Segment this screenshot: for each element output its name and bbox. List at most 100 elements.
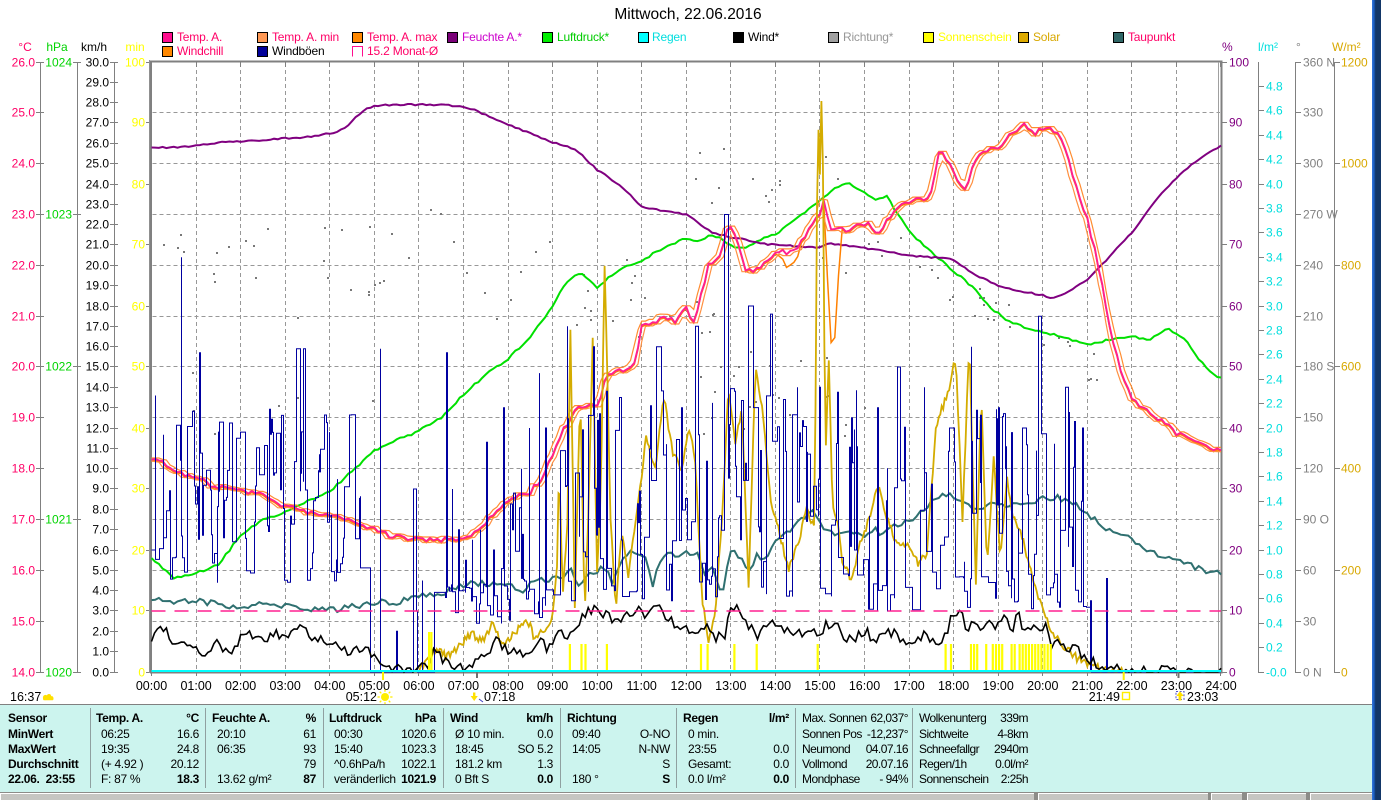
svg-text:270 W: 270 W bbox=[1303, 208, 1338, 222]
svg-text:60: 60 bbox=[132, 300, 146, 314]
svg-text:600: 600 bbox=[1341, 360, 1361, 374]
svg-text:24:00: 24:00 bbox=[1205, 679, 1236, 693]
svg-text:26.0: 26.0 bbox=[12, 56, 36, 70]
svg-text:0.8: 0.8 bbox=[1266, 568, 1283, 582]
svg-text:11:00: 11:00 bbox=[627, 679, 657, 693]
svg-text:25.0: 25.0 bbox=[86, 157, 110, 171]
svg-text:3.0: 3.0 bbox=[1266, 300, 1283, 314]
svg-text:1200: 1200 bbox=[1341, 56, 1368, 70]
svg-text:10: 10 bbox=[1229, 604, 1243, 618]
svg-text:3.2: 3.2 bbox=[1266, 275, 1283, 289]
svg-text:30: 30 bbox=[1303, 615, 1317, 629]
svg-text:0: 0 bbox=[1229, 666, 1236, 680]
svg-text:28.0: 28.0 bbox=[86, 96, 110, 110]
svg-text:90 O: 90 O bbox=[1303, 513, 1329, 527]
svg-text:0 N: 0 N bbox=[1303, 666, 1322, 680]
svg-text:16.0: 16.0 bbox=[86, 340, 110, 354]
svg-text:210: 210 bbox=[1303, 310, 1323, 324]
svg-text:14.0: 14.0 bbox=[86, 381, 110, 395]
svg-text:17:00: 17:00 bbox=[893, 679, 924, 693]
svg-text:15:00: 15:00 bbox=[804, 679, 835, 693]
svg-text:330: 330 bbox=[1303, 106, 1323, 120]
svg-text:22:00: 22:00 bbox=[1116, 679, 1147, 693]
svg-text:23.0: 23.0 bbox=[12, 208, 36, 222]
svg-text:1022: 1022 bbox=[45, 360, 72, 374]
svg-text:4.8: 4.8 bbox=[1266, 80, 1283, 94]
svg-text:0: 0 bbox=[138, 666, 145, 680]
svg-text:hPa: hPa bbox=[46, 40, 68, 54]
svg-text:3.0: 3.0 bbox=[92, 604, 109, 618]
svg-text:1.4: 1.4 bbox=[1266, 495, 1283, 509]
svg-text:9.0: 9.0 bbox=[92, 482, 109, 496]
svg-text:60: 60 bbox=[1303, 564, 1317, 578]
svg-text:4.4: 4.4 bbox=[1266, 129, 1283, 143]
svg-text:05:12: 05:12 bbox=[346, 690, 377, 704]
svg-text:1.8: 1.8 bbox=[1266, 446, 1283, 460]
svg-text:1.6: 1.6 bbox=[1266, 470, 1283, 484]
svg-text:0.0: 0.0 bbox=[92, 666, 109, 680]
svg-text:20: 20 bbox=[1229, 544, 1243, 558]
svg-text:07:00: 07:00 bbox=[448, 679, 479, 693]
svg-text:%: % bbox=[1222, 40, 1233, 54]
svg-text:90: 90 bbox=[132, 116, 146, 130]
svg-text:5.0: 5.0 bbox=[92, 564, 109, 578]
svg-text:25.0: 25.0 bbox=[12, 106, 36, 120]
svg-text:19:00: 19:00 bbox=[983, 679, 1014, 693]
svg-text:60: 60 bbox=[1229, 300, 1243, 314]
svg-text:24.0: 24.0 bbox=[12, 157, 36, 171]
svg-text:400: 400 bbox=[1341, 462, 1361, 476]
svg-text:21.0: 21.0 bbox=[86, 238, 110, 252]
svg-text:20.0: 20.0 bbox=[86, 259, 110, 273]
svg-text:6.0: 6.0 bbox=[92, 544, 109, 558]
svg-text:14.0: 14.0 bbox=[12, 666, 36, 680]
svg-text:16.0: 16.0 bbox=[12, 564, 36, 578]
svg-text:4.2: 4.2 bbox=[1266, 153, 1283, 167]
svg-text:24.0: 24.0 bbox=[86, 178, 110, 192]
svg-text:3.6: 3.6 bbox=[1266, 226, 1283, 240]
svg-text:22.0: 22.0 bbox=[86, 218, 110, 232]
svg-text:20: 20 bbox=[132, 544, 146, 558]
svg-text:3.4: 3.4 bbox=[1266, 251, 1283, 265]
svg-text:21.0: 21.0 bbox=[12, 310, 36, 324]
svg-text:l/m²: l/m² bbox=[1258, 40, 1278, 54]
svg-text:360 N: 360 N bbox=[1303, 56, 1335, 70]
svg-text:0: 0 bbox=[1341, 666, 1348, 680]
svg-text:1.2: 1.2 bbox=[1266, 519, 1283, 533]
svg-text:1.0: 1.0 bbox=[92, 645, 109, 659]
svg-text:01:00: 01:00 bbox=[180, 679, 211, 693]
svg-text:4.0: 4.0 bbox=[92, 584, 109, 598]
svg-text:°: ° bbox=[1296, 40, 1301, 54]
svg-text:180 S: 180 S bbox=[1303, 360, 1334, 374]
svg-text:30.0: 30.0 bbox=[86, 56, 110, 70]
svg-text:15.0: 15.0 bbox=[12, 615, 36, 629]
svg-text:30: 30 bbox=[1229, 482, 1243, 496]
svg-text:14:00: 14:00 bbox=[760, 679, 791, 693]
svg-text:23.0: 23.0 bbox=[86, 198, 110, 212]
svg-text:13:00: 13:00 bbox=[715, 679, 746, 693]
svg-text:120: 120 bbox=[1303, 462, 1323, 476]
svg-text:90: 90 bbox=[1229, 116, 1243, 130]
svg-text:07:18: 07:18 bbox=[484, 690, 515, 704]
svg-text:80: 80 bbox=[132, 178, 146, 192]
svg-text:0.4: 0.4 bbox=[1266, 617, 1283, 631]
svg-text:19.0: 19.0 bbox=[86, 279, 110, 293]
svg-text:4.0: 4.0 bbox=[1266, 178, 1283, 192]
svg-text:50: 50 bbox=[1229, 360, 1243, 374]
svg-text:08:00: 08:00 bbox=[492, 679, 523, 693]
svg-text:11.0: 11.0 bbox=[87, 442, 110, 456]
svg-text:1023: 1023 bbox=[45, 208, 72, 222]
svg-text:13.0: 13.0 bbox=[86, 401, 110, 415]
svg-text:1020: 1020 bbox=[45, 666, 72, 680]
svg-text:4.6: 4.6 bbox=[1266, 104, 1283, 118]
svg-text:2.2: 2.2 bbox=[1266, 397, 1283, 411]
svg-text:30: 30 bbox=[132, 482, 146, 496]
svg-text:27.0: 27.0 bbox=[86, 116, 110, 130]
svg-text:20.0: 20.0 bbox=[12, 360, 36, 374]
svg-text:2.6: 2.6 bbox=[1266, 348, 1283, 362]
svg-text:2.4: 2.4 bbox=[1266, 373, 1283, 387]
svg-text:06:00: 06:00 bbox=[403, 679, 434, 693]
svg-text:22.0: 22.0 bbox=[12, 259, 36, 273]
svg-text:00:00: 00:00 bbox=[136, 679, 167, 693]
svg-text:50: 50 bbox=[132, 360, 146, 374]
svg-text:240: 240 bbox=[1303, 259, 1323, 273]
